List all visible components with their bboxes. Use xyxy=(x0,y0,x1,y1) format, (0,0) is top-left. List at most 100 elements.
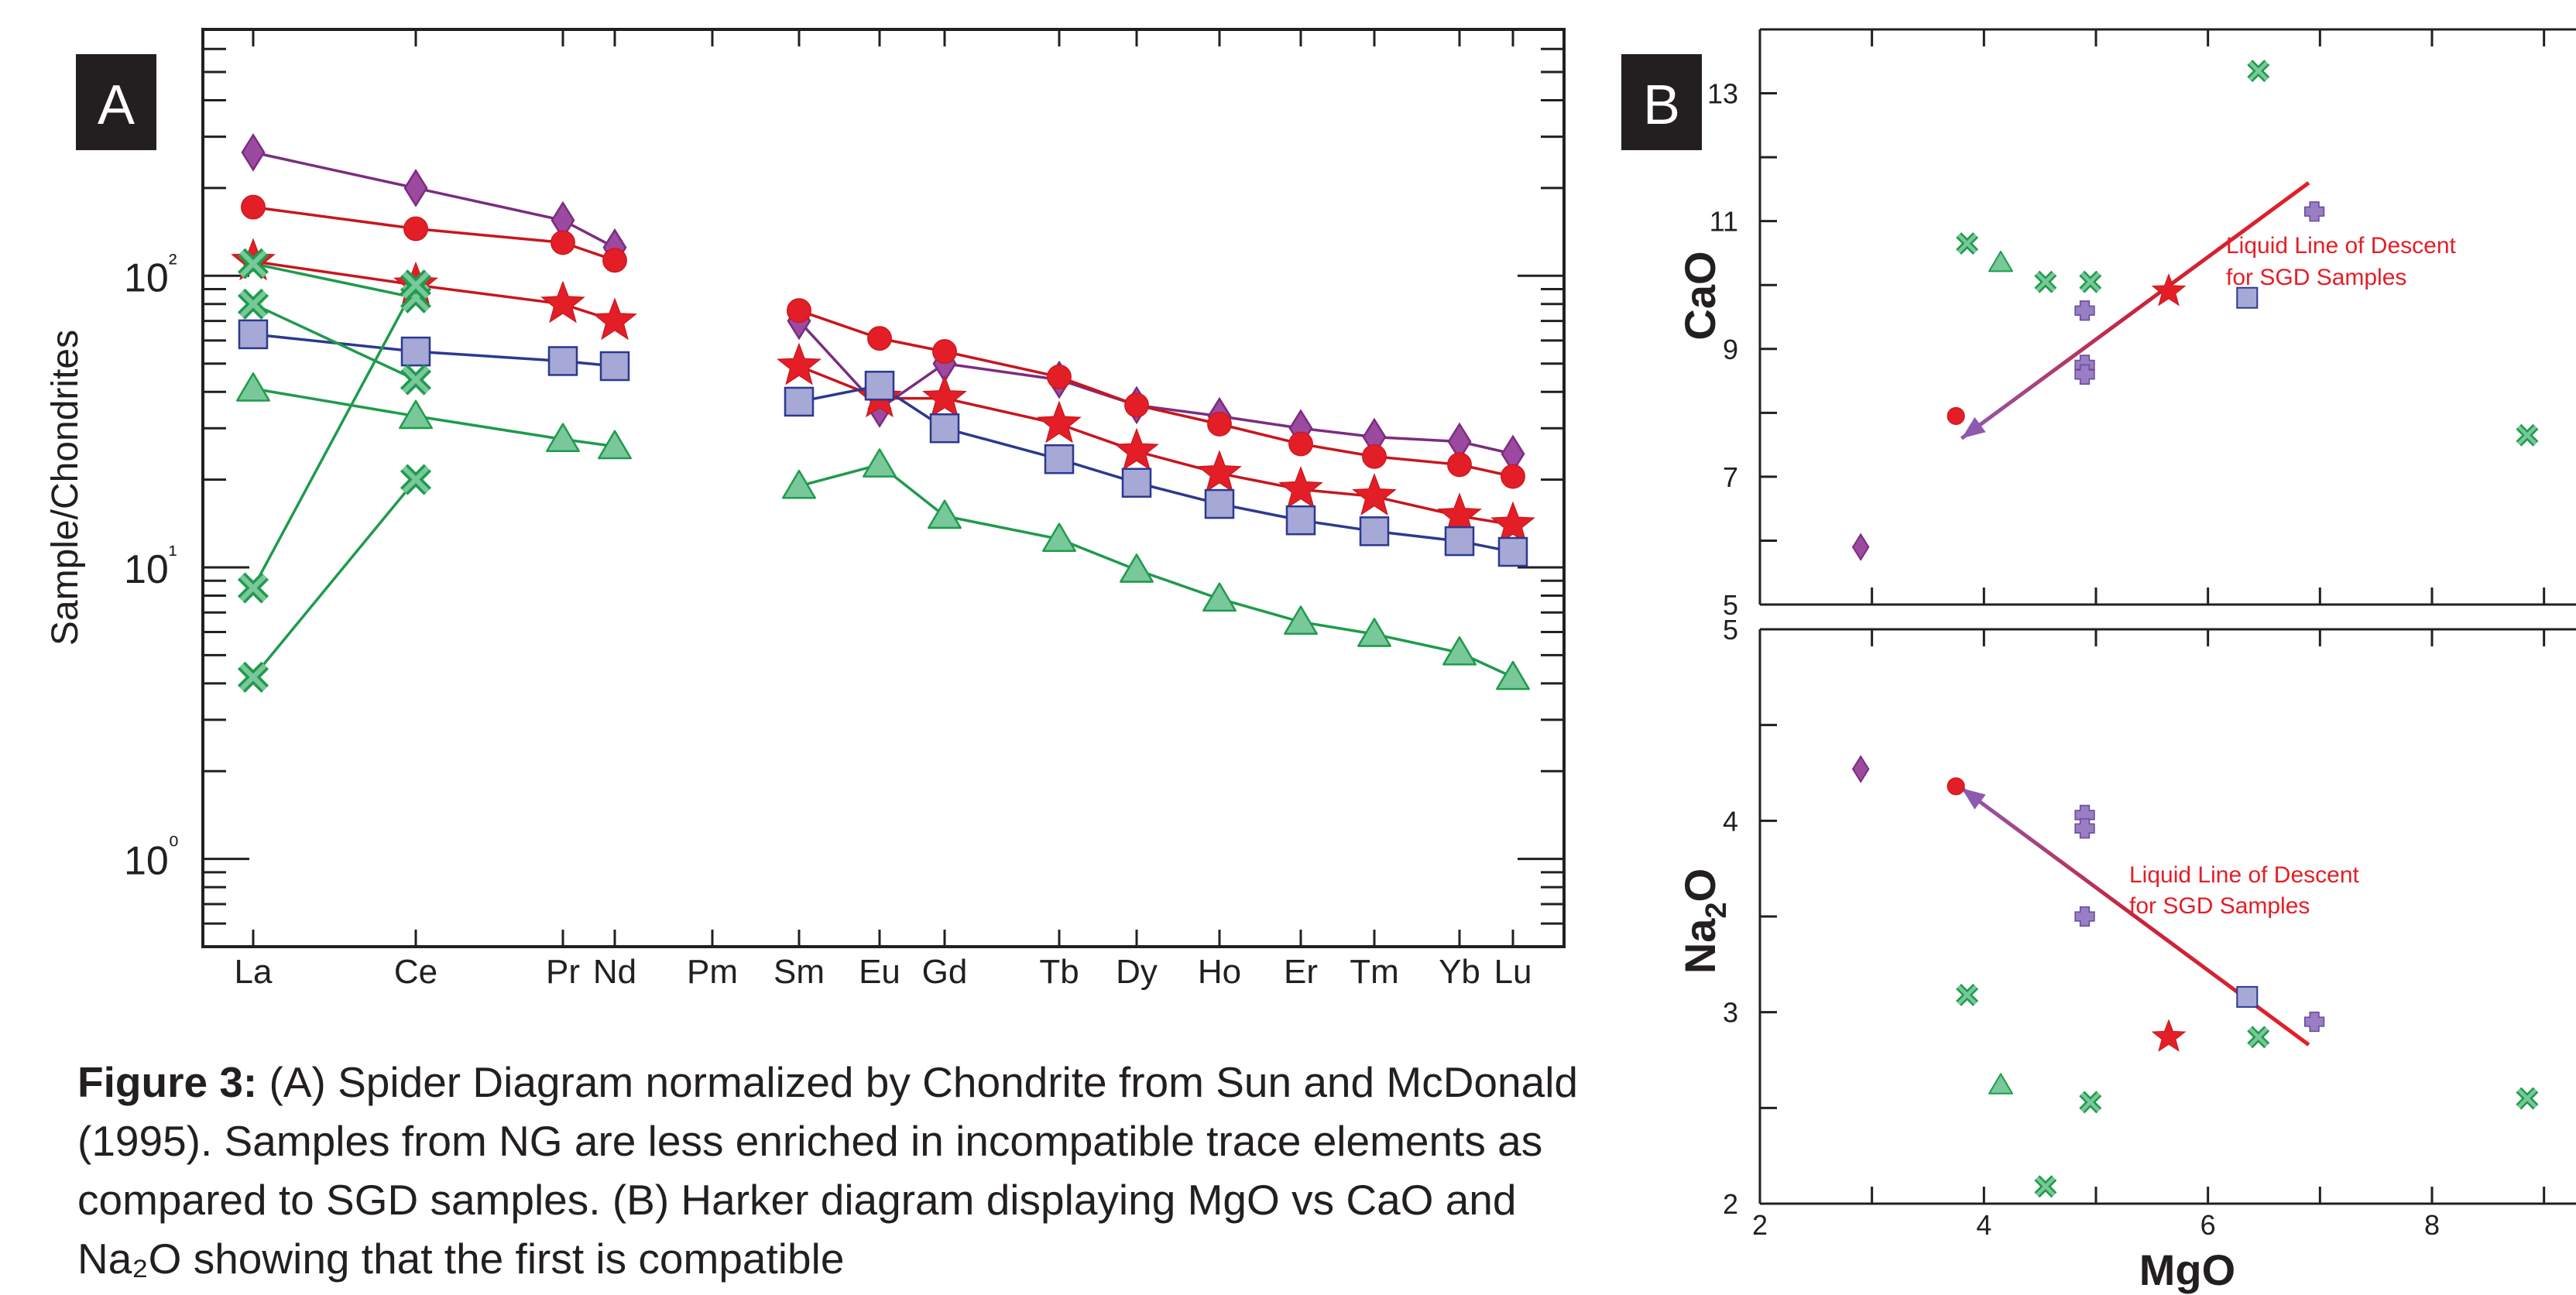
x-tick-label: 4 xyxy=(1976,1209,1991,1241)
y-tick-label: 5 xyxy=(1723,614,1738,646)
star-marker xyxy=(1352,473,1397,516)
caption-text: (A) Spider Diagram normalized by Chondri… xyxy=(77,1058,1579,1283)
y-tick-label: 10⁰ xyxy=(124,832,179,884)
circle-marker xyxy=(867,326,892,351)
cross-point xyxy=(2247,60,2270,83)
x-tick-label: Sm xyxy=(773,953,825,991)
square-marker xyxy=(929,413,960,444)
caption-label: Figure 3: xyxy=(77,1058,258,1106)
series-line xyxy=(252,205,616,262)
triangle-marker xyxy=(782,469,816,499)
cross-point xyxy=(2516,423,2539,447)
x-tick-label: Lu xyxy=(1494,953,1532,991)
x-tick-label: Yb xyxy=(1439,953,1480,991)
circle-marker xyxy=(787,298,811,324)
circle-marker xyxy=(241,194,266,220)
series-line xyxy=(798,384,1514,553)
square-marker xyxy=(1359,516,1390,546)
y-axis-label: Na2O xyxy=(1676,868,1733,974)
x-tick-label: Tb xyxy=(1039,953,1079,991)
cross-marker xyxy=(237,572,269,604)
cross-marker xyxy=(400,269,432,301)
cross-marker xyxy=(400,364,432,396)
y-tick-label: 2 xyxy=(1723,1188,1738,1220)
triangle-marker xyxy=(1496,660,1530,690)
triangle-point xyxy=(1988,251,2013,272)
circle-marker xyxy=(1124,392,1149,418)
triangle-marker xyxy=(546,423,580,453)
series-line xyxy=(252,303,417,382)
series-line xyxy=(252,387,616,448)
series-line xyxy=(798,309,1514,478)
cross-point xyxy=(2034,270,2057,293)
panel-label-a: A xyxy=(98,74,135,136)
x-tick-label: Ho xyxy=(1198,953,1241,991)
star-marker xyxy=(1114,427,1159,471)
triangle-point xyxy=(1988,1073,2013,1095)
triangle-marker xyxy=(1357,618,1391,647)
plus-point xyxy=(2303,1011,2325,1033)
harker-cao-plot: 5 7 9 11 13 CaO Liquid Line of Descent for SGD … xyxy=(1621,28,2576,621)
star-marker xyxy=(540,280,585,324)
series-line xyxy=(798,365,1514,526)
star-marker xyxy=(1490,501,1535,544)
panel-label-b: B xyxy=(1643,74,1680,136)
square-marker xyxy=(784,386,815,417)
series-line xyxy=(798,463,1514,679)
y-tick-label: 3 xyxy=(1723,997,1738,1029)
star-point xyxy=(2151,1019,2187,1052)
cross-point xyxy=(2516,1087,2539,1110)
harker-na2o-plot: 2 3 4 5 2 4 6 8 Na2O Liquid Line of Descent for SG… xyxy=(1676,614,2576,1294)
diamond-marker xyxy=(403,169,428,207)
x-tick-label: 6 xyxy=(2200,1209,2216,1241)
circle-point xyxy=(1947,406,1965,426)
x-tick-label: Pr xyxy=(546,953,580,991)
spider-diagram: 10⁰ 10¹ 10² La Ce Pr Nd Pm Sm Eu Gd Tb Dy Ho Er Tm Yb Lu S… xyxy=(45,28,1566,991)
square-marker xyxy=(1121,468,1152,498)
x-axis-label: MgO xyxy=(2139,1245,2235,1294)
triangle-marker xyxy=(1120,553,1154,583)
diamond-point xyxy=(1851,533,1870,561)
star-marker xyxy=(1278,465,1323,509)
y-tick-label: 13 xyxy=(1707,78,1738,110)
circle-marker xyxy=(1501,464,1525,489)
arrow-head xyxy=(1961,788,1986,810)
plus-point xyxy=(2303,201,2325,222)
triangle-marker xyxy=(598,430,632,460)
circle-marker xyxy=(551,230,575,255)
square-marker xyxy=(238,319,269,350)
y-tick-label: 10¹ xyxy=(124,540,177,592)
x-tick-label: La xyxy=(235,953,273,991)
cross-marker xyxy=(400,464,432,495)
circle-marker xyxy=(1362,444,1387,469)
descent-arrow xyxy=(1960,181,2310,440)
circle-marker xyxy=(403,216,428,242)
y-tick-label: 9 xyxy=(1723,334,1738,365)
diamond-point xyxy=(1851,755,1870,783)
cross-marker xyxy=(237,248,269,279)
plus-point xyxy=(2074,364,2095,385)
y-tick-label: 4 xyxy=(1723,805,1738,837)
y-axis-label: CaO xyxy=(1676,251,1724,340)
triangle-marker xyxy=(1442,636,1477,666)
cross-point xyxy=(2247,1026,2270,1049)
square-marker xyxy=(1444,526,1475,557)
circle-marker xyxy=(1288,431,1313,457)
x-tick-label: Ce xyxy=(394,953,437,991)
x-tick-label: 8 xyxy=(2424,1209,2440,1241)
x-tick-label: Gd xyxy=(922,953,968,991)
x-tick-label: Eu xyxy=(859,953,900,991)
plus-point xyxy=(2074,300,2095,321)
cross-point xyxy=(2034,1175,2057,1198)
cross-point xyxy=(1956,232,1979,255)
square-marker xyxy=(864,370,895,401)
y-axis-label: Sample/Chondrites xyxy=(45,330,86,646)
series-line xyxy=(252,284,417,589)
plus-point xyxy=(2074,906,2095,927)
square-marker xyxy=(400,336,431,367)
star-marker xyxy=(777,342,822,385)
x-tick-label: Dy xyxy=(1116,953,1158,991)
x-tick-label: 2 xyxy=(1752,1209,1768,1241)
cross-point xyxy=(1956,983,1979,1006)
diamond-marker xyxy=(241,133,266,172)
